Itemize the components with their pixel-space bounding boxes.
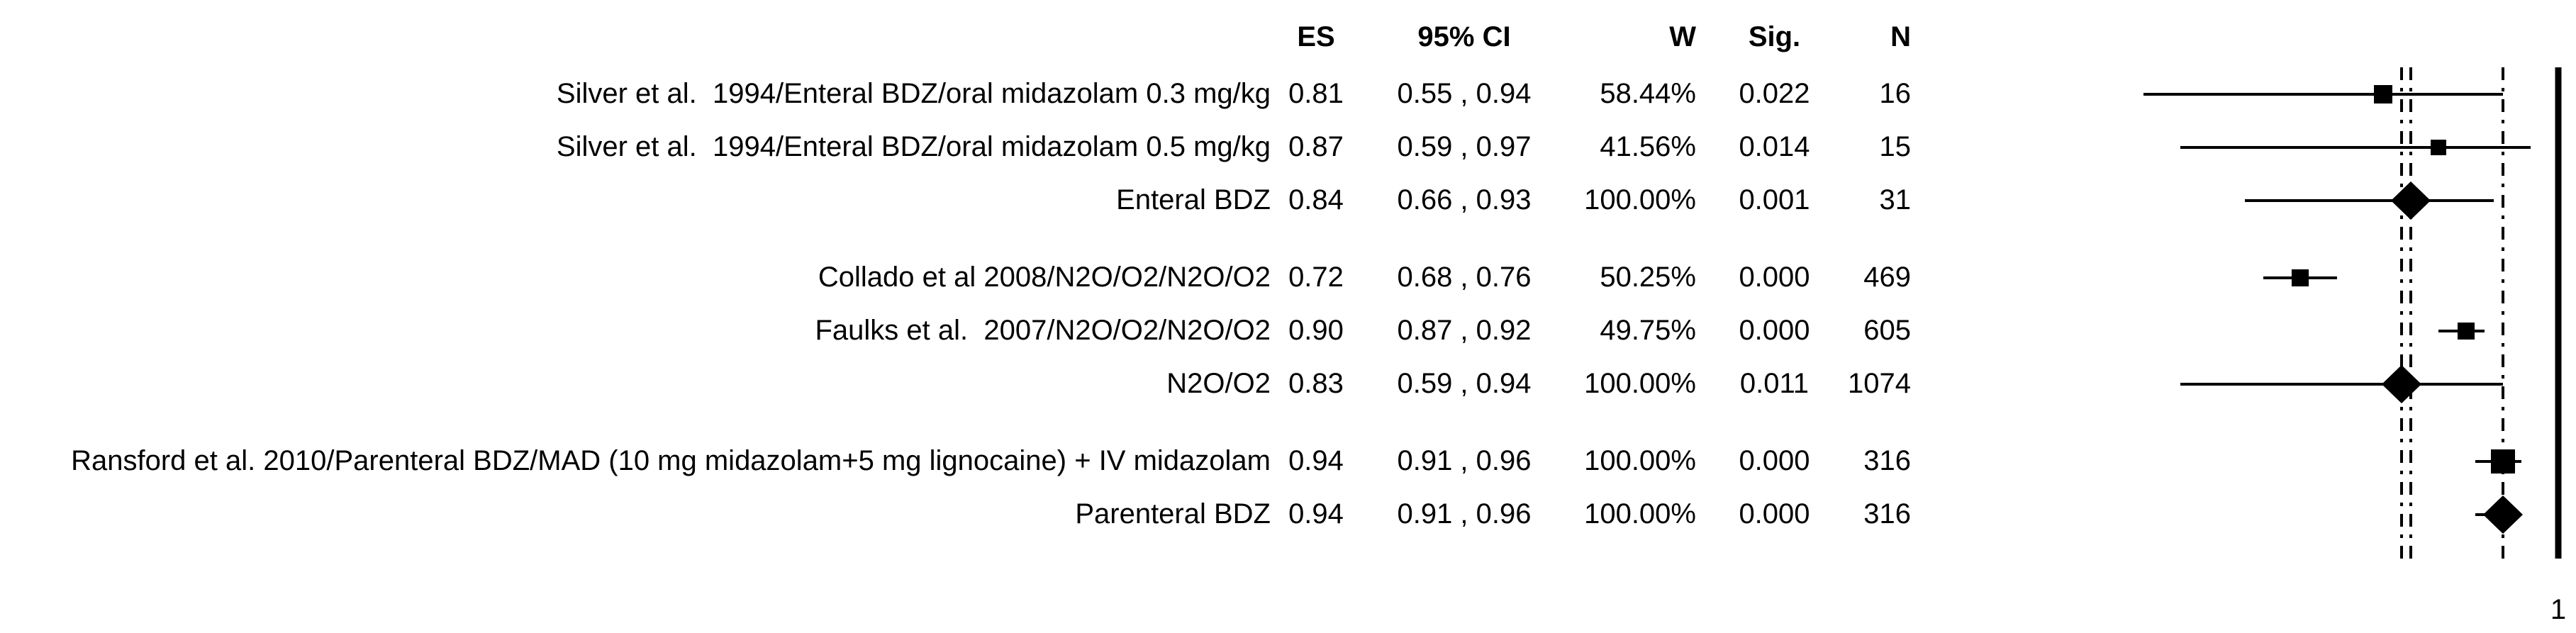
table-row: Collado et al 2008/N2O/O2/N2O/O2 0.72 0.…: [0, 251, 1957, 304]
table-row: N2O/O2 0.83 0.59 , 0.94 100.00% 0.011 10…: [0, 357, 1957, 410]
row-sig: 0.011: [1739, 368, 1810, 399]
es-marker-square: [2431, 140, 2446, 155]
column-header-sig: Sig.: [1748, 21, 1801, 52]
row-es: 0.72: [1288, 262, 1344, 293]
x-axis-tick-label-1: 1: [2550, 594, 2567, 625]
row-ci: 0.91 , 0.96: [1397, 498, 1532, 530]
column-header-n: N: [1890, 21, 1911, 52]
row-n: 31: [1879, 184, 1912, 215]
table-row: Silver et al. 1994/Enteral BDZ/oral mida…: [0, 121, 1957, 174]
row-label: Collado et al 2008/N2O/O2/N2O/O2: [818, 262, 1271, 293]
column-header-ci: 95% CI: [1417, 21, 1511, 52]
row-ci: 0.55 , 0.94: [1397, 78, 1532, 109]
row-weight: 58.44%: [1600, 78, 1696, 109]
row-es: 0.94: [1288, 445, 1344, 476]
row-ci: 0.68 , 0.76: [1397, 262, 1532, 293]
row-n: 605: [1863, 315, 1911, 346]
row-weight: 100.00%: [1584, 498, 1696, 530]
row-label: Faulks et al. 2007/N2O/O2/N2O/O2: [815, 315, 1271, 346]
table-row: Silver et al. 1994/Enteral BDZ/oral mida…: [0, 67, 1957, 121]
row-sig: 0.000: [1739, 262, 1810, 293]
row-weight: 100.00%: [1584, 184, 1696, 215]
row-sig: 0.001: [1739, 184, 1810, 215]
es-marker-diamond: [2382, 365, 2421, 403]
es-marker-diamond: [2483, 495, 2523, 534]
table-row: Faulks et al. 2007/N2O/O2/N2O/O2 0.90 0.…: [0, 304, 1957, 357]
column-header-es: ES: [1297, 21, 1335, 52]
row-weight: 49.75%: [1600, 315, 1696, 346]
es-marker-square: [2291, 269, 2309, 287]
row-sig: 0.000: [1739, 445, 1810, 476]
row-weight: 41.56%: [1600, 131, 1696, 162]
es-marker-diamond: [2391, 181, 2431, 220]
row-label: Parenteral BDZ: [1075, 498, 1271, 530]
es-marker-square: [2374, 85, 2392, 103]
row-ci: 0.59 , 0.94: [1397, 368, 1532, 399]
row-label: Silver et al. 1994/Enteral BDZ/oral mida…: [556, 78, 1271, 109]
row-ci: 0.87 , 0.92: [1397, 315, 1532, 346]
table-row: Ransford et al. 2010/Parenteral BDZ/MAD …: [0, 435, 1957, 488]
row-sig: 0.000: [1739, 498, 1810, 530]
row-es: 0.84: [1288, 184, 1344, 215]
row-es: 0.90: [1288, 315, 1344, 346]
row-weight: 100.00%: [1584, 368, 1696, 399]
row-ci: 0.91 , 0.96: [1397, 445, 1532, 476]
row-n: 15: [1879, 131, 1912, 162]
es-marker-square: [2458, 323, 2475, 340]
row-sig: 0.014: [1739, 131, 1810, 162]
row-ci: 0.66 , 0.93: [1397, 184, 1532, 215]
row-weight: 50.25%: [1600, 262, 1696, 293]
row-label: N2O/O2: [1166, 368, 1271, 399]
row-es: 0.94: [1288, 498, 1344, 530]
row-label: Ransford et al. 2010/Parenteral BDZ/MAD …: [71, 445, 1271, 476]
row-n: 469: [1863, 262, 1911, 293]
row-n: 1074: [1848, 368, 1911, 399]
row-n: 316: [1863, 498, 1911, 530]
row-n: 16: [1879, 78, 1912, 109]
column-header-w: W: [1669, 21, 1696, 52]
row-label: Enteral BDZ: [1116, 184, 1271, 215]
es-marker-square: [2491, 449, 2515, 474]
table-row: Enteral BDZ 0.84 0.66 , 0.93 100.00% 0.0…: [0, 174, 1957, 227]
table-row: Parenteral BDZ 0.94 0.91 , 0.96 100.00% …: [0, 488, 1957, 541]
row-weight: 100.00%: [1584, 445, 1696, 476]
row-n: 316: [1863, 445, 1911, 476]
row-es: 0.83: [1288, 368, 1344, 399]
row-ci: 0.59 , 0.97: [1397, 131, 1532, 162]
row-sig: 0.022: [1739, 78, 1810, 109]
row-label: Silver et al. 1994/Enteral BDZ/oral mida…: [556, 131, 1271, 162]
row-sig: 0.000: [1739, 315, 1810, 346]
row-es: 0.87: [1288, 131, 1344, 162]
row-es: 0.81: [1288, 78, 1344, 109]
